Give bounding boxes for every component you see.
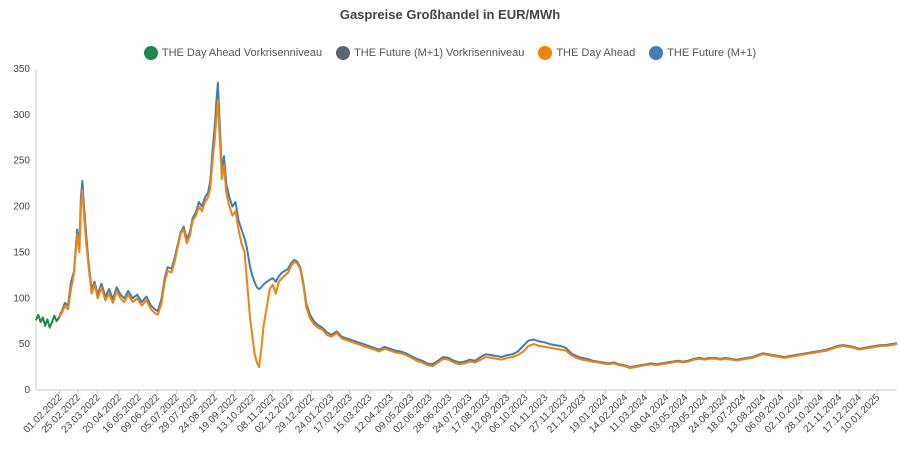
legend-label: THE Future (M+1) (667, 47, 757, 59)
y-tick-label: 50 (19, 339, 31, 350)
y-tick-label: 100 (13, 293, 30, 304)
y-tick-label: 250 (13, 156, 30, 167)
x-axis: 01.02.202225.02.202223.03.202220.04.2022… (22, 389, 897, 436)
y-tick-label: 200 (13, 202, 30, 213)
chart-title: Gaspreise Großhandel in EUR/MWh (339, 7, 561, 22)
y-axis: 0 50 100 150 200 250 300 350 (13, 64, 37, 396)
legend-label: THE Day Ahead Vorkrisenniveau (161, 47, 323, 59)
y-tick-label: 300 (13, 110, 30, 121)
legend-item-day-ahead-vorkrise[interactable]: THE Day Ahead Vorkrisenniveau (143, 46, 323, 60)
legend-swatch (143, 46, 158, 60)
y-tick-label: 0 (24, 385, 30, 396)
legend-swatch (538, 46, 553, 60)
legend-item-day-ahead[interactable]: THE Day Ahead (538, 46, 635, 60)
series-layer (35, 81, 898, 369)
series-line-2 (58, 99, 898, 369)
y-tick-label: 350 (13, 64, 30, 75)
series-line-0 (35, 313, 61, 329)
legend-label: THE Future (M+1) Vorkrisenniveau (354, 47, 525, 59)
legend-swatch (649, 46, 664, 60)
chart-legend: THE Day Ahead Vorkrisenniveau THE Future… (0, 46, 900, 60)
legend-item-future[interactable]: THE Future (M+1) (649, 46, 756, 60)
y-tick-label: 150 (13, 247, 30, 258)
legend-label: THE Day Ahead (556, 47, 636, 59)
legend-swatch (336, 46, 351, 60)
series-line-3 (58, 81, 898, 369)
legend-item-future-vorkrise[interactable]: THE Future (M+1) Vorkrisenniveau (336, 46, 524, 60)
